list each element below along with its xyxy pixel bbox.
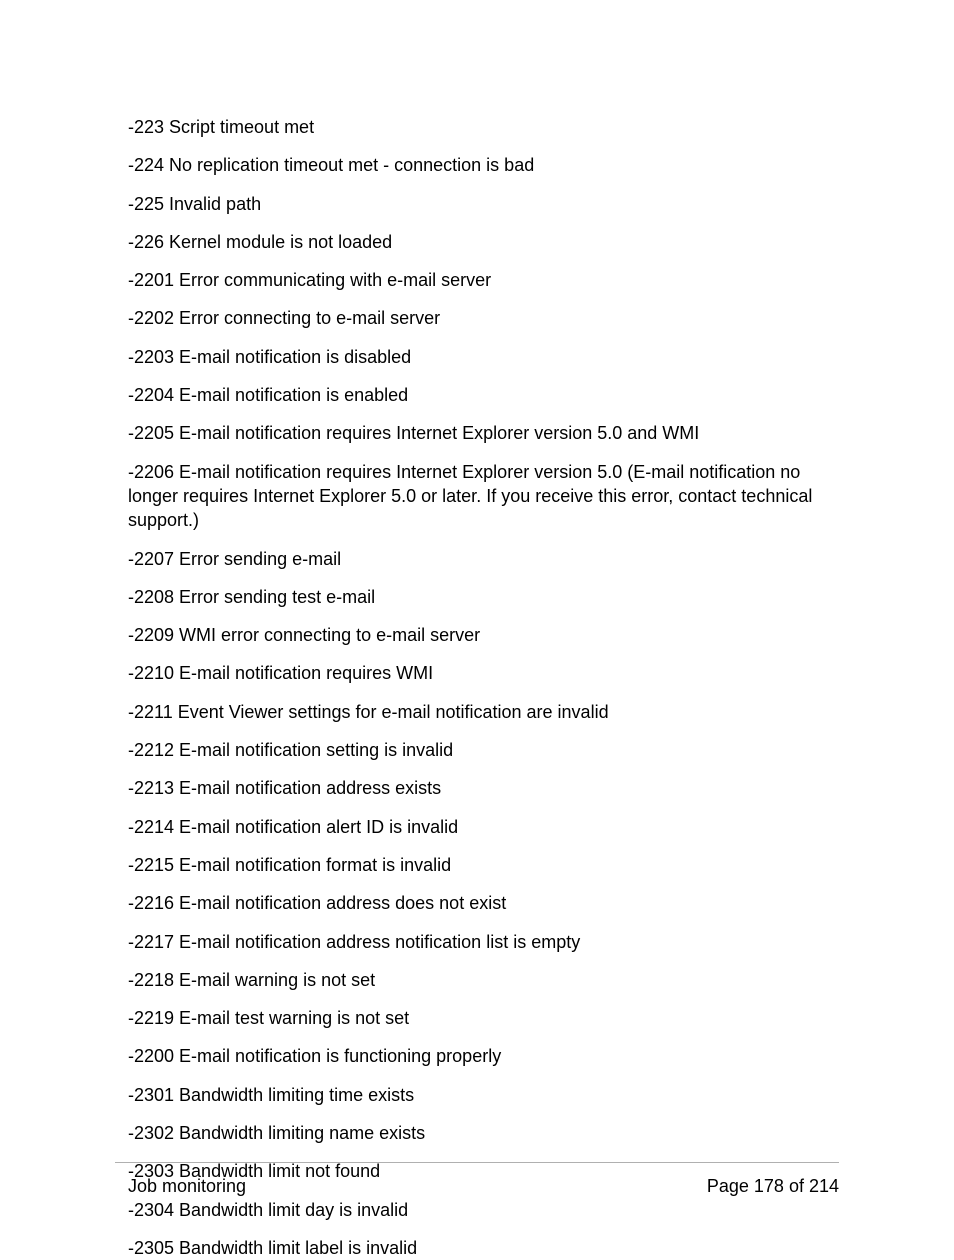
- document-page: -223 Script timeout met -224 No replicat…: [0, 0, 954, 1235]
- list-item: -2208 Error sending test e-mail: [128, 585, 839, 609]
- list-item: -2219 E-mail test warning is not set: [128, 1006, 839, 1030]
- list-item: -2216 E-mail notification address does n…: [128, 891, 839, 915]
- list-item: -2206 E-mail notification requires Inter…: [128, 460, 839, 533]
- list-item: -2302 Bandwidth limiting name exists: [128, 1121, 839, 1145]
- list-item: -2213 E-mail notification address exists: [128, 776, 839, 800]
- list-item: -2301 Bandwidth limiting time exists: [128, 1083, 839, 1107]
- list-item: -226 Kernel module is not loaded: [128, 230, 839, 254]
- list-item: -2203 E-mail notification is disabled: [128, 345, 839, 369]
- list-item: -2202 Error connecting to e-mail server: [128, 306, 839, 330]
- list-item: -224 No replication timeout met - connec…: [128, 153, 839, 177]
- list-item: -2217 E-mail notification address notifi…: [128, 930, 839, 954]
- list-item: -2205 E-mail notification requires Inter…: [128, 421, 839, 445]
- list-item: -223 Script timeout met: [128, 115, 839, 139]
- page-footer: Job monitoring Page 178 of 214: [128, 1176, 839, 1197]
- list-item: -2209 WMI error connecting to e-mail ser…: [128, 623, 839, 647]
- error-code-list: -223 Script timeout met -224 No replicat…: [128, 115, 839, 1260]
- list-item: -2200 E-mail notification is functioning…: [128, 1044, 839, 1068]
- list-item: -2214 E-mail notification alert ID is in…: [128, 815, 839, 839]
- list-item: -2212 E-mail notification setting is inv…: [128, 738, 839, 762]
- list-item: -2204 E-mail notification is enabled: [128, 383, 839, 407]
- list-item: -2211 Event Viewer settings for e-mail n…: [128, 700, 839, 724]
- list-item: -225 Invalid path: [128, 192, 839, 216]
- footer-page-number: Page 178 of 214: [707, 1176, 839, 1197]
- list-item: -2210 E-mail notification requires WMI: [128, 661, 839, 685]
- footer-section-title: Job monitoring: [128, 1176, 246, 1197]
- list-item: -2305 Bandwidth limit label is invalid: [128, 1236, 839, 1260]
- footer-divider: [115, 1162, 839, 1163]
- list-item: -2207 Error sending e-mail: [128, 547, 839, 571]
- list-item: -2304 Bandwidth limit day is invalid: [128, 1198, 839, 1222]
- list-item: -2215 E-mail notification format is inva…: [128, 853, 839, 877]
- list-item: -2218 E-mail warning is not set: [128, 968, 839, 992]
- list-item: -2201 Error communicating with e-mail se…: [128, 268, 839, 292]
